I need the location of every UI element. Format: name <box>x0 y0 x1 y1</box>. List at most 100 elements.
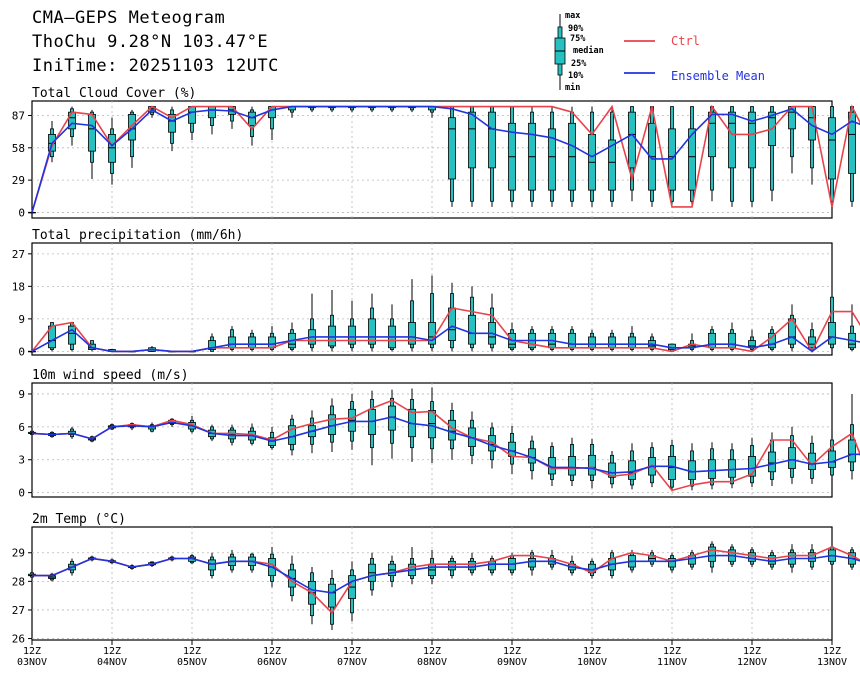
box-25-75 <box>748 111 756 169</box>
box-25-75 <box>828 322 836 345</box>
box-25-75 <box>468 314 476 345</box>
box-plot <box>548 442 556 487</box>
box-plot <box>168 106 176 152</box>
box-plot <box>428 275 436 352</box>
panel-3: 10m wind speed (m/s) 0 3 6 9 <box>18 368 860 500</box>
box-25-75 <box>248 111 256 126</box>
box-25-75 <box>828 450 836 468</box>
box-plot <box>648 106 656 207</box>
y-tick-label: 0 <box>18 206 25 219</box>
ensemble-mean-line <box>31 325 860 353</box>
x-tick-label-hour: 12Z <box>343 646 361 657</box>
box-plot <box>788 106 796 174</box>
box-plot <box>348 561 356 622</box>
page-title: CMA–GEPS Meteogram <box>32 8 226 28</box>
legend-box-label: min <box>565 82 580 93</box>
box-plot <box>628 106 636 202</box>
box-10-90 <box>430 293 434 349</box>
box-plot <box>428 106 436 118</box>
box-plot <box>548 106 556 207</box>
legend: max 90%75%median 25% 10%min Ctrl Ensemble Mea… <box>554 11 765 93</box>
box-25-75 <box>188 106 196 124</box>
box-plot <box>28 211 36 214</box>
box-25-75 <box>488 111 496 169</box>
y-tick-label: 0 <box>18 345 25 358</box>
panel-1: Total Cloud Cover (%) 0 29 58 87 <box>12 86 860 219</box>
box-25-75 <box>748 456 756 477</box>
box-plot <box>368 552 376 596</box>
box-plot <box>288 414 296 456</box>
x-tick-label-date: 03NOV <box>17 657 47 668</box>
box-plot <box>688 333 696 352</box>
box-plot <box>108 117 116 185</box>
box-25-75 <box>808 552 816 562</box>
box-plot <box>388 106 396 113</box>
ctrl-line <box>31 104 860 213</box>
x-tick-label-hour: 12Z <box>663 646 681 657</box>
box-plot <box>368 106 376 113</box>
x-tick-label-hour: 12Z <box>423 646 441 657</box>
box-plot <box>748 437 756 488</box>
x-axis: 12Z03NOV12Z04NOV12Z05NOV12Z06NOV12Z07NOV… <box>17 640 847 668</box>
legend-ctrl-label: Ctrl <box>671 34 700 48</box>
x-tick-label-hour: 12Z <box>503 646 521 657</box>
box-plot <box>588 438 596 489</box>
box-plot <box>308 293 316 352</box>
box-25-75 <box>748 552 756 562</box>
legend-box-label: 90% <box>568 24 584 34</box>
box-plot <box>388 555 396 588</box>
box-plot <box>488 555 496 576</box>
box-25-75 <box>728 111 736 169</box>
box-25-75 <box>548 128 556 191</box>
box-25-75 <box>448 560 456 571</box>
x-tick-label-hour: 12Z <box>183 646 201 657</box>
y-tick-label: 6 <box>18 421 25 434</box>
box-plot <box>788 426 796 484</box>
box-plot <box>468 286 476 352</box>
y-tick-label: 26 <box>12 633 25 646</box>
box-plot <box>708 541 716 573</box>
box-plot <box>348 300 356 352</box>
box-plot <box>28 350 36 353</box>
box-plot <box>628 443 636 490</box>
box-25-75 <box>728 459 736 478</box>
box-25-75 <box>708 459 716 479</box>
x-tick-label-date: 08NOV <box>417 657 447 668</box>
box-plot <box>748 547 756 568</box>
box-25-75 <box>668 456 676 480</box>
box-plot <box>808 544 816 570</box>
y-tick-label: 29 <box>12 174 25 187</box>
box-plot <box>828 282 836 352</box>
init-time-label: IniTime: 20251103 12UTC <box>32 56 279 76</box>
box-plot <box>488 106 496 207</box>
box-plot <box>88 109 96 179</box>
y-tick-label: 27 <box>12 248 25 261</box>
box-25-75 <box>608 139 616 191</box>
x-tick-label-hour: 12Z <box>743 646 761 657</box>
box-plot <box>788 304 796 352</box>
y-tick-label: 0 <box>18 487 25 500</box>
y-tick-label: 29 <box>12 547 25 560</box>
box-plot <box>288 322 296 352</box>
box-25-75 <box>708 546 716 562</box>
box-25-75 <box>128 113 136 141</box>
box-plot <box>648 549 656 568</box>
box-25-75 <box>628 336 636 349</box>
box-plot <box>728 443 736 489</box>
box-25-75 <box>628 111 636 169</box>
y-tick-label: 9 <box>18 313 25 326</box>
box-25-75 <box>428 410 436 439</box>
box-plot <box>408 279 416 352</box>
box-25-75 <box>608 336 616 349</box>
box-25-75 <box>408 322 416 345</box>
box-25-75 <box>708 332 716 349</box>
legend-box-label: 75% <box>570 34 586 44</box>
y-tick-label: 27 <box>12 604 25 617</box>
box-25-75 <box>668 558 676 568</box>
x-tick-label-date: 05NOV <box>177 657 207 668</box>
box-plot <box>48 572 56 582</box>
x-tick-label-hour: 12Z <box>23 646 41 657</box>
x-tick-label-date: 13NOV <box>817 657 847 668</box>
box-plot <box>568 106 576 207</box>
legend-box-label: max <box>565 11 580 21</box>
